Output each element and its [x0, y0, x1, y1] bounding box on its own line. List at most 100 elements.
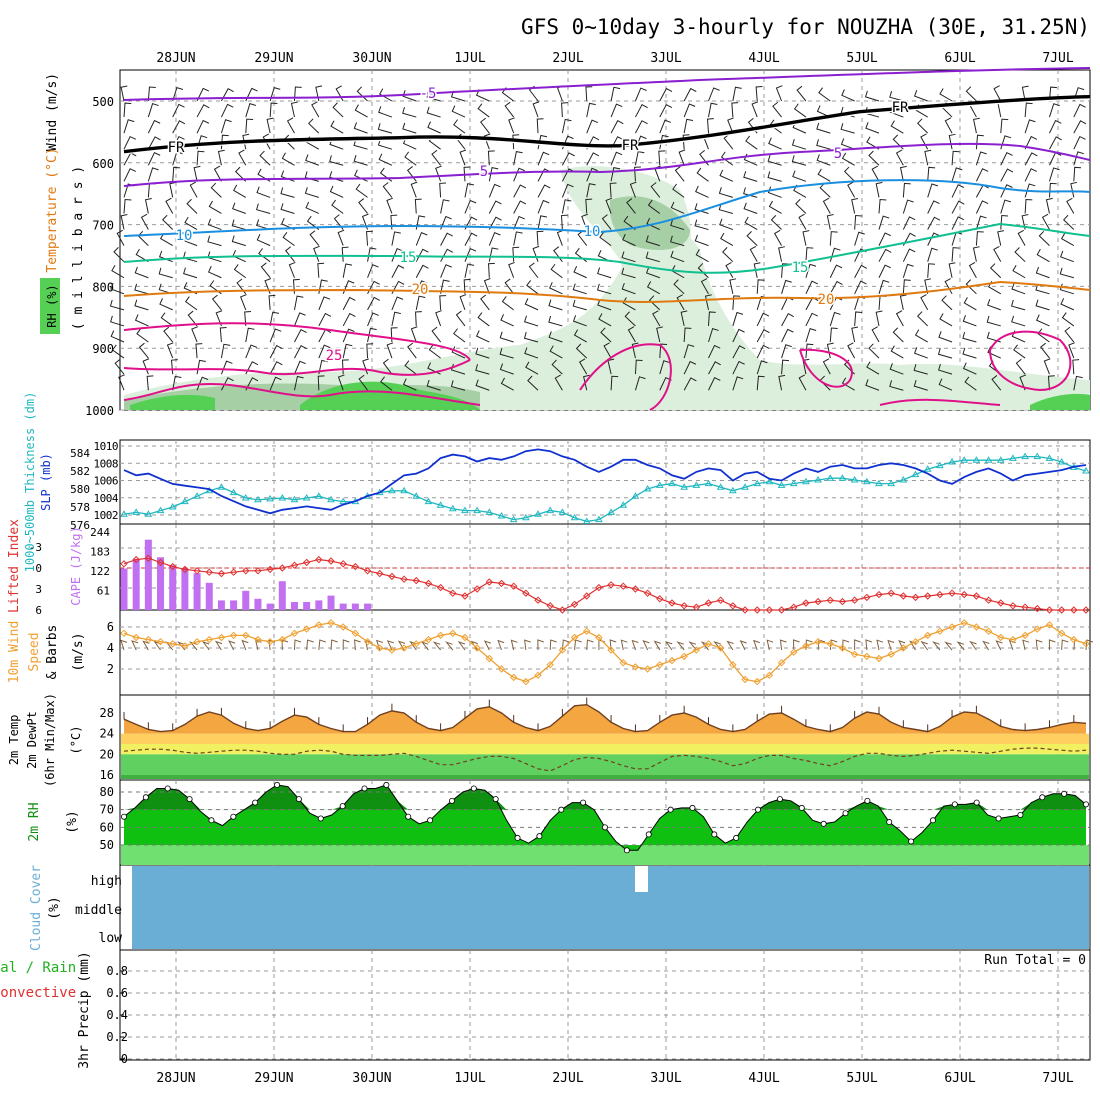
wind-barb	[866, 361, 880, 375]
temp2m-series	[123, 703, 1087, 733]
wind-ylabel-b: Speed	[27, 632, 42, 671]
lifted-index-marker	[923, 592, 932, 600]
rh2m-marker	[514, 834, 521, 841]
lifted-index-marker	[242, 567, 250, 575]
wind-barb	[868, 150, 880, 166]
wind-barb	[868, 343, 880, 359]
top-date-label: 28JUN	[156, 51, 195, 66]
wind-barb	[499, 348, 514, 359]
wind-barb	[451, 346, 466, 359]
wind-barb	[1059, 267, 1074, 279]
wind-barb	[1068, 342, 1075, 359]
wind-barb	[165, 197, 174, 214]
wind10-barb	[510, 639, 518, 651]
wind-barb	[561, 118, 572, 134]
rh2m-marker	[689, 804, 696, 811]
thickness-marker	[935, 461, 944, 469]
wind10-speed-marker	[546, 661, 554, 669]
wind-barb	[586, 183, 596, 198]
wind-barb	[269, 311, 280, 327]
wind-barb	[829, 311, 841, 327]
wind-barb	[172, 103, 185, 118]
wind-barb	[391, 311, 402, 327]
wind-barb	[431, 149, 442, 166]
wind10-barb	[420, 641, 429, 651]
rh-shading-dark	[1030, 393, 1090, 410]
wind-barb	[536, 118, 544, 134]
wind-barb	[258, 248, 271, 263]
wind-barb	[356, 86, 368, 102]
wind10-barb	[653, 640, 661, 651]
wind-barb	[583, 374, 590, 391]
dewpoint-series	[123, 747, 1087, 772]
wind-barb	[147, 167, 159, 182]
temperature-contour	[123, 95, 1091, 154]
lifted-index-marker	[972, 592, 981, 600]
wind10-barb	[201, 641, 210, 651]
wind-barb	[927, 166, 936, 182]
wind-barb	[610, 151, 623, 166]
cloud-ylabel-b: (%)	[47, 896, 62, 919]
wind-barb	[864, 90, 880, 102]
wind-barb	[120, 85, 128, 102]
wind10-speed-marker	[339, 623, 347, 631]
lifted-index-marker	[1033, 604, 1041, 613]
contour-label: -5	[420, 86, 437, 102]
rh2m-marker	[208, 817, 215, 824]
wind10-barb	[876, 639, 884, 651]
wind-barb	[245, 344, 258, 359]
wind10-barb	[982, 640, 990, 651]
wind-barb	[268, 294, 276, 310]
precip-legend-rain: tal / Rain	[0, 960, 76, 976]
wind-barb	[610, 167, 621, 182]
thickness-marker	[862, 477, 871, 485]
wind-barb	[708, 361, 721, 375]
cape-bar	[217, 600, 225, 610]
wind-barb	[292, 278, 300, 294]
wind-barb	[231, 235, 246, 247]
wind-barb	[280, 187, 295, 198]
wind10-speed-marker	[753, 677, 761, 686]
wind-barb	[997, 101, 1005, 118]
lifted-index-marker	[461, 592, 469, 600]
wind10-barb	[586, 639, 594, 651]
wind-barb	[367, 280, 380, 295]
wind-barb	[286, 117, 295, 134]
wind-barb	[378, 106, 393, 118]
cape-ylabel-cape: CAPE (J/kg)	[69, 526, 83, 605]
cape-bar	[205, 582, 213, 610]
wind-barb	[256, 234, 271, 247]
wind10-speed-marker	[741, 675, 749, 684]
wind-barb	[938, 378, 953, 391]
wind-barb	[294, 360, 306, 375]
wind-barb	[631, 342, 639, 359]
wind-barb	[1049, 136, 1062, 150]
wind10-speed-marker	[692, 646, 701, 654]
contour-label: 10	[176, 228, 193, 244]
wind-barb	[377, 123, 393, 134]
wind-barb	[123, 198, 132, 214]
wind-barb	[1048, 86, 1058, 102]
wind-barb	[234, 166, 247, 182]
thickness-marker	[144, 510, 153, 517]
bottom-date-label: 28JUN	[156, 1071, 195, 1086]
thickness-marker	[1057, 458, 1066, 465]
wind-barb	[610, 103, 623, 118]
temp-tick: 20	[100, 747, 114, 761]
wind-barb	[500, 377, 514, 391]
wind-barb	[217, 149, 225, 166]
wind-barb	[939, 313, 953, 327]
wind10-speed-marker	[229, 631, 238, 640]
top-date-label: 29JUN	[254, 51, 293, 66]
rh2m-marker	[929, 817, 936, 824]
rh-shading-dark	[130, 394, 215, 410]
wind10-barb	[293, 639, 302, 651]
wind-barb	[708, 376, 721, 391]
wind-barb	[415, 295, 426, 310]
thickness-marker	[400, 486, 408, 494]
wind-barb	[673, 279, 685, 295]
wind-barb	[1015, 358, 1026, 375]
wind-barb	[135, 248, 149, 263]
wind-barb	[578, 358, 588, 375]
